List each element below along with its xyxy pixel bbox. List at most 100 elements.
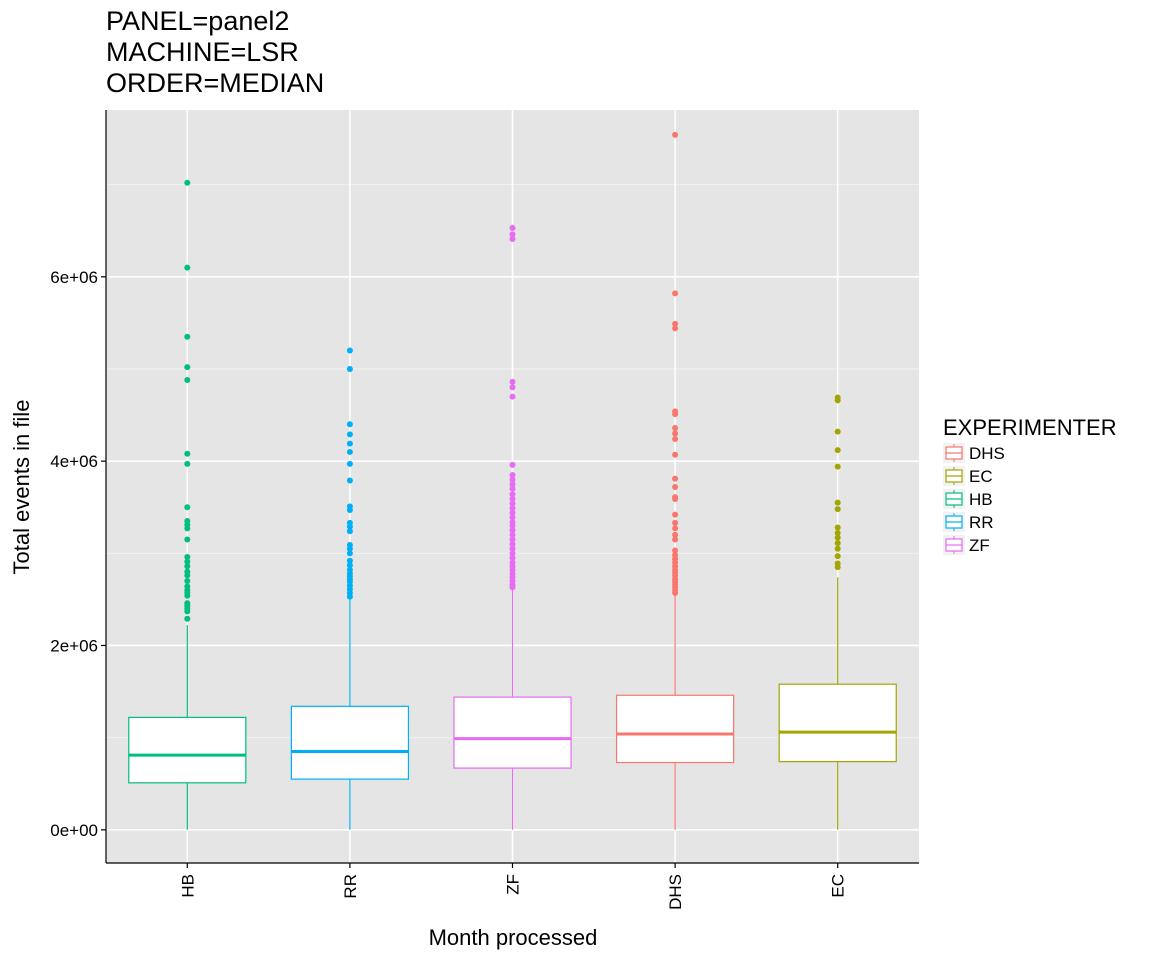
outlier-point bbox=[672, 430, 679, 437]
box-hb bbox=[128, 179, 247, 830]
outlier-point bbox=[672, 436, 679, 443]
outlier-point bbox=[346, 347, 353, 354]
outlier-point bbox=[509, 554, 516, 561]
outlier-point bbox=[834, 564, 841, 571]
outlier-point bbox=[346, 545, 353, 552]
outlier-point bbox=[672, 519, 679, 526]
legend-item-zf: ZF bbox=[943, 535, 990, 555]
outlier-point bbox=[509, 536, 516, 543]
outlier-point bbox=[509, 461, 516, 468]
outlier-point bbox=[346, 550, 353, 557]
outlier-point bbox=[672, 290, 679, 297]
y-tick-label: 0e+00 bbox=[50, 821, 98, 840]
outlier-point bbox=[184, 577, 191, 584]
outlier-point bbox=[184, 572, 191, 579]
legend-title: EXPERIMENTER bbox=[943, 415, 1117, 440]
outlier-point bbox=[834, 545, 841, 552]
box-iqr bbox=[453, 696, 572, 769]
outlier-point bbox=[184, 450, 191, 457]
legend-item-rr: RR bbox=[943, 512, 994, 532]
outlier-point bbox=[184, 460, 191, 467]
outlier-point bbox=[509, 476, 516, 483]
outlier-point bbox=[509, 541, 516, 548]
outlier-point bbox=[672, 451, 679, 458]
outlier-point bbox=[834, 499, 841, 506]
outlier-point bbox=[509, 531, 516, 538]
legend-item-dhs: DHS bbox=[943, 443, 1005, 463]
outlier-point bbox=[509, 509, 516, 516]
title-line-order: ORDER=MEDIAN bbox=[106, 68, 325, 98]
outlier-point bbox=[184, 554, 191, 561]
outlier-point bbox=[184, 333, 191, 340]
outlier-point bbox=[346, 523, 353, 530]
outlier-point bbox=[834, 428, 841, 435]
outlier-point bbox=[184, 377, 191, 384]
outlier-point bbox=[672, 589, 679, 596]
legend-item-ec: EC bbox=[943, 466, 993, 486]
outlier-point bbox=[184, 364, 191, 371]
y-tick-label: 6e+06 bbox=[50, 268, 98, 287]
legend-label: HB bbox=[969, 490, 993, 509]
outlier-point bbox=[184, 592, 191, 599]
outlier-point bbox=[509, 522, 516, 529]
outlier-point bbox=[509, 236, 516, 243]
outlier-point bbox=[346, 593, 353, 600]
outlier-point bbox=[672, 536, 679, 543]
outlier-point bbox=[346, 440, 353, 447]
outlier-point bbox=[346, 477, 353, 484]
outlier-point bbox=[509, 500, 516, 507]
y-axis-title: Total events in file bbox=[9, 400, 34, 575]
outlier-point bbox=[509, 393, 516, 400]
outlier-point bbox=[509, 527, 516, 534]
outlier-point bbox=[672, 475, 679, 482]
box-iqr bbox=[290, 705, 410, 780]
outlier-point bbox=[184, 536, 191, 543]
title-line-machine: MACHINE=LSR bbox=[106, 37, 299, 67]
x-tick-label: HB bbox=[178, 874, 197, 898]
outlier-point bbox=[672, 495, 679, 502]
outlier-point bbox=[834, 540, 841, 547]
outlier-point bbox=[509, 584, 516, 591]
x-axis-title: Month processed bbox=[429, 925, 598, 950]
legend-label: DHS bbox=[969, 444, 1005, 463]
outlier-point bbox=[834, 506, 841, 513]
outlier-point bbox=[834, 534, 841, 541]
outlier-point bbox=[834, 530, 841, 537]
outlier-point bbox=[672, 131, 679, 138]
box-iqr bbox=[615, 694, 735, 764]
legend-label: ZF bbox=[969, 536, 990, 555]
y-tick-label: 2e+06 bbox=[50, 636, 98, 655]
box-ec bbox=[778, 394, 897, 830]
outlier-point bbox=[509, 471, 516, 478]
outlier-point bbox=[509, 514, 516, 521]
outlier-point bbox=[184, 563, 191, 570]
x-tick-label: RR bbox=[341, 874, 360, 899]
chart-title: PANEL=panel2 MACHINE=LSR ORDER=MEDIAN bbox=[106, 6, 324, 99]
outlier-point bbox=[346, 528, 353, 535]
outlier-point bbox=[672, 547, 679, 554]
outlier-point bbox=[834, 447, 841, 454]
outlier-point bbox=[184, 179, 191, 186]
legend-items: DHS EC HB RR ZF bbox=[943, 443, 1005, 555]
box-iqr bbox=[128, 716, 247, 784]
outlier-point bbox=[834, 463, 841, 470]
outlier-point bbox=[672, 411, 679, 418]
outlier-point bbox=[346, 421, 353, 428]
outlier-point bbox=[509, 384, 516, 391]
outlier-point bbox=[672, 424, 679, 431]
outlier-point bbox=[672, 531, 679, 538]
outlier-point bbox=[672, 511, 679, 518]
outlier-point bbox=[834, 397, 841, 404]
outlier-point bbox=[509, 505, 516, 512]
box-iqr bbox=[778, 683, 897, 763]
outlier-point bbox=[346, 448, 353, 455]
outlier-point bbox=[346, 507, 353, 514]
outlier-point bbox=[184, 558, 191, 565]
outlier-point bbox=[346, 562, 353, 569]
outlier-point bbox=[346, 365, 353, 372]
outlier-point bbox=[184, 525, 191, 532]
legend-item-hb: HB bbox=[943, 489, 993, 509]
box-zf bbox=[453, 224, 572, 830]
outlier-point bbox=[184, 608, 191, 615]
